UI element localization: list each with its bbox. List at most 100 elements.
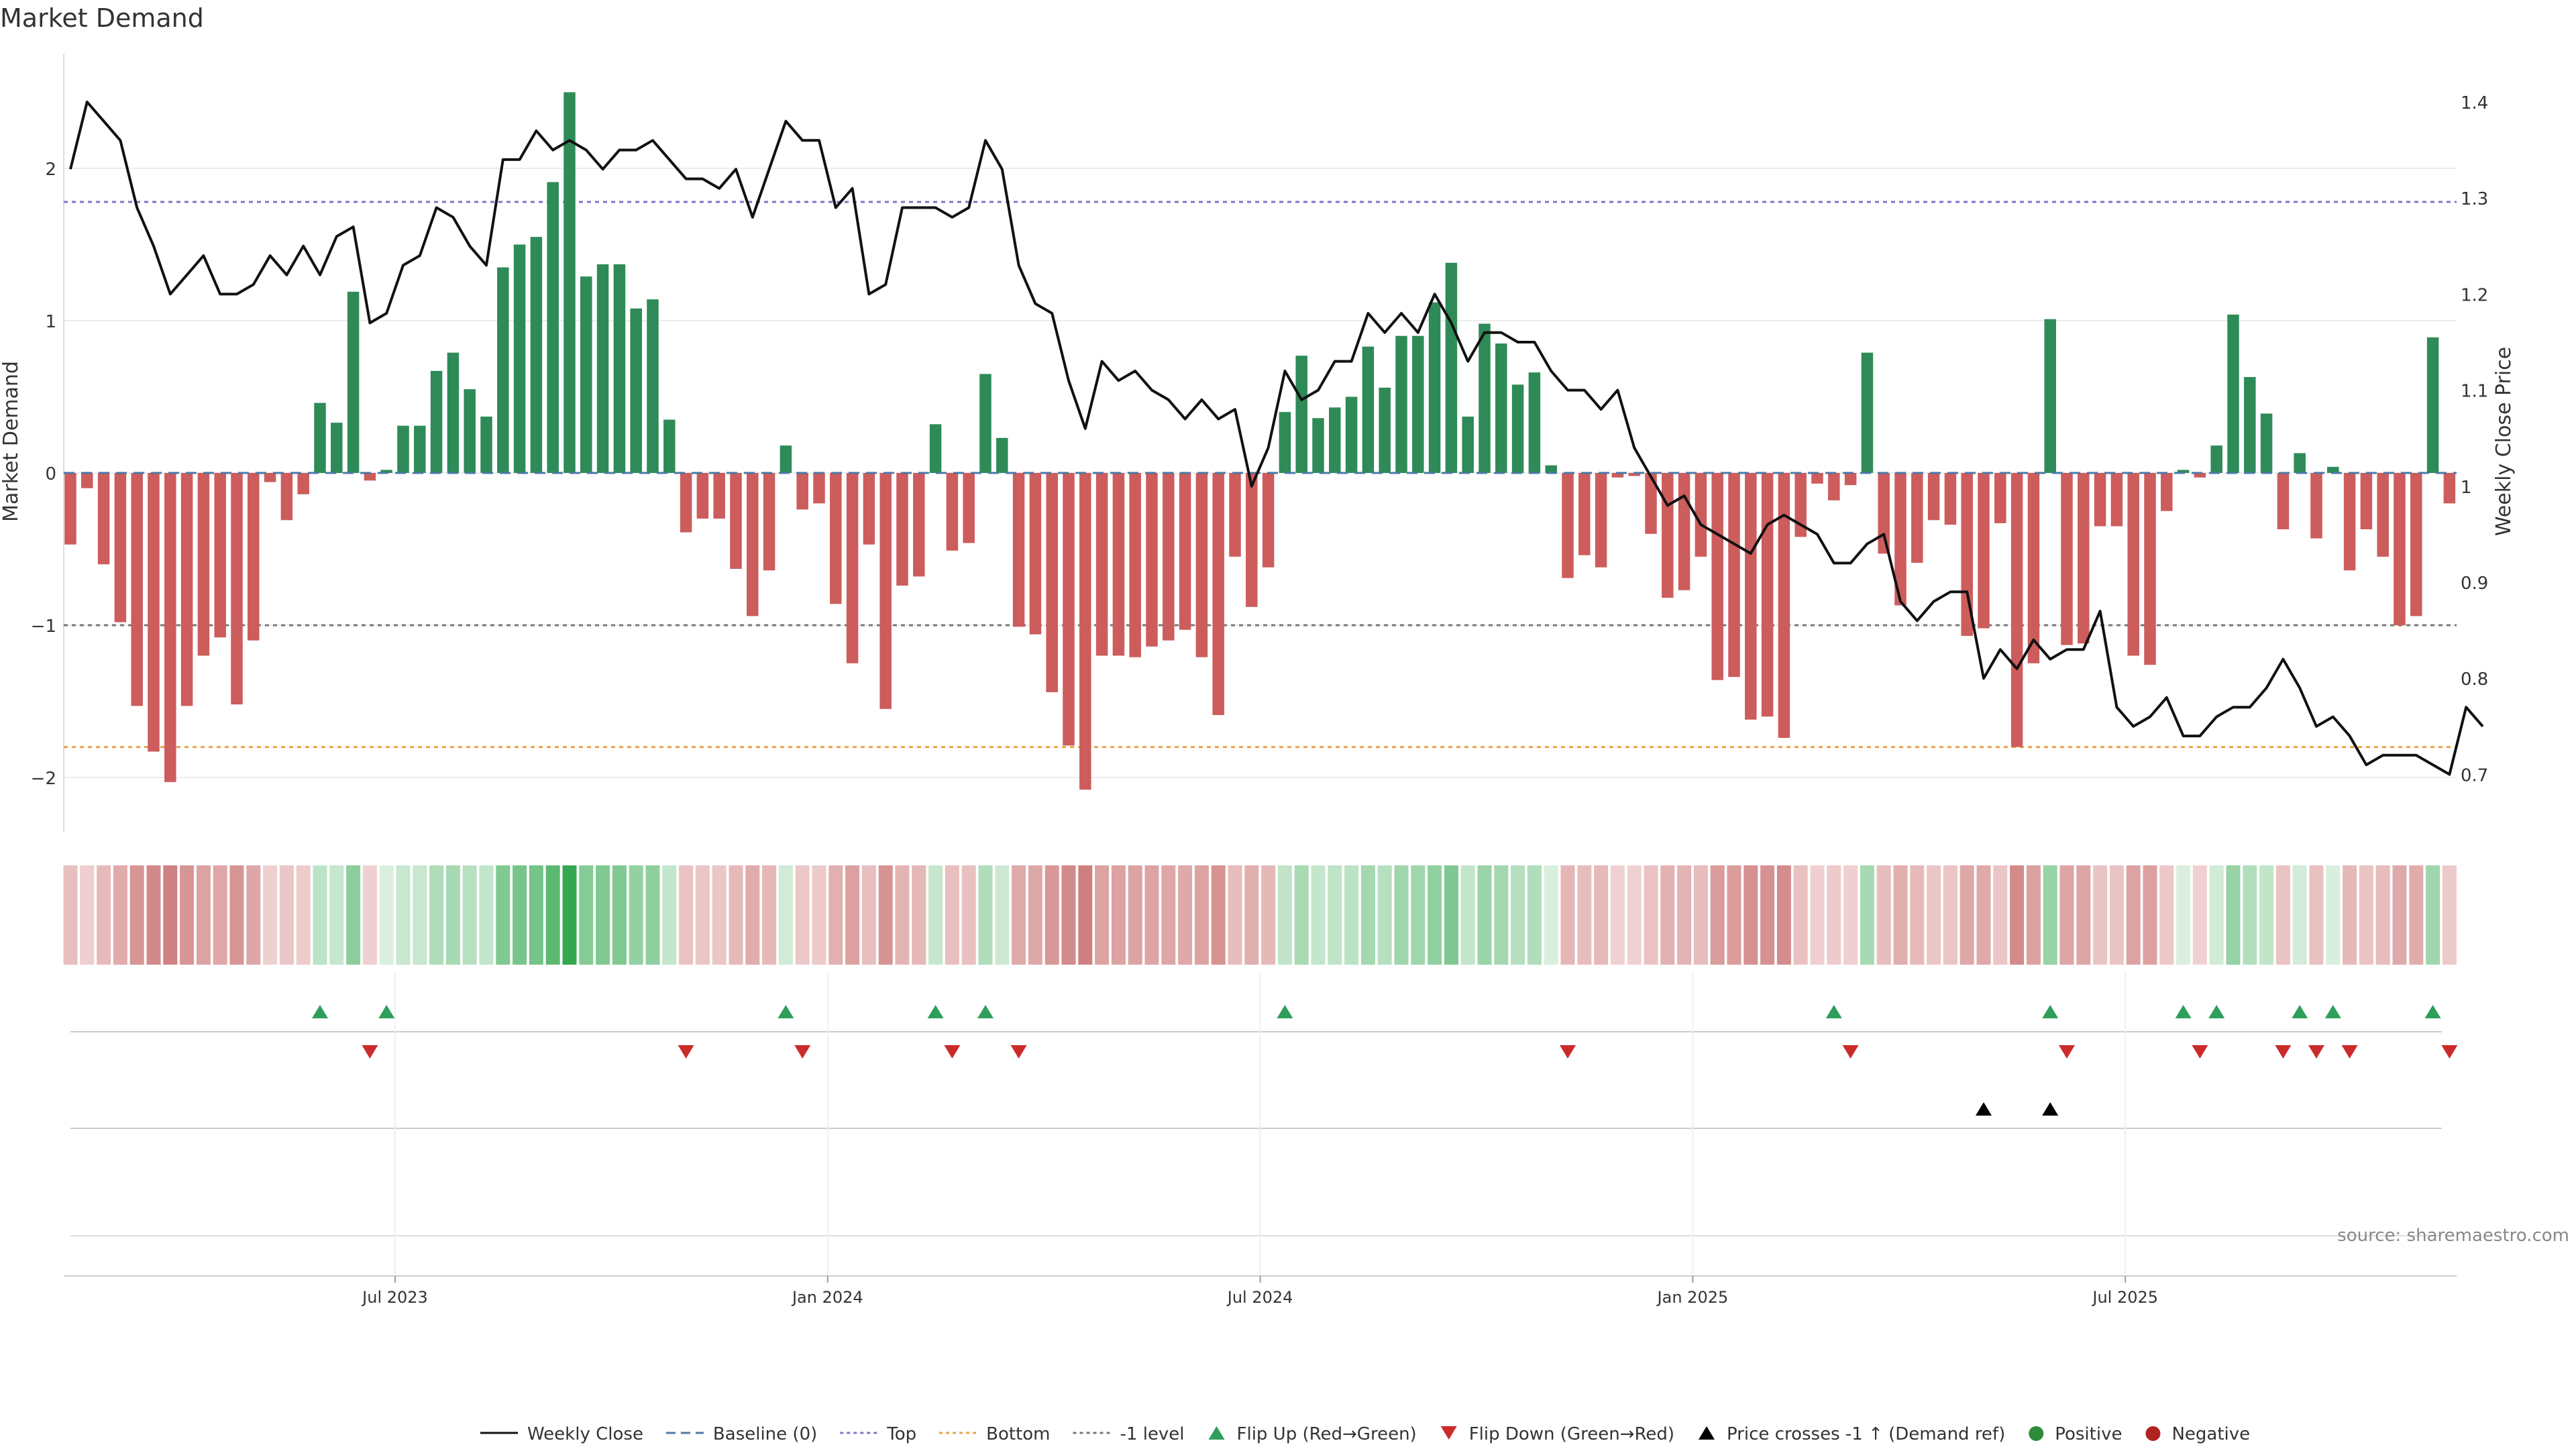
demand-bar [2027, 473, 2040, 663]
legend: Weekly Close Baseline (0) Top Bottom -1 leve… [480, 1424, 2250, 1444]
heat-cell [2043, 865, 2057, 965]
heat-cell [1144, 865, 1159, 965]
flip-down-marker [2308, 1045, 2324, 1059]
demand-bar [480, 417, 492, 473]
heat-cell [695, 865, 710, 965]
demand-bar [81, 473, 93, 488]
demand-bar [946, 473, 959, 551]
demand-bar [1445, 262, 1458, 473]
demand-bar [979, 374, 991, 473]
demand-bar [846, 473, 859, 663]
heat-cell [1012, 865, 1026, 965]
heat-cell [1677, 865, 1692, 965]
x-axis-date-ticks: Jul 2023 Jan 2024 Jul 2024 Jan 2025 Jul 2025 [64, 973, 2457, 1307]
demand-bar [297, 473, 309, 494]
flip-up-marker [1825, 1005, 1842, 1018]
flip-down-marker [678, 1045, 694, 1059]
legend-label: -1 level [1120, 1424, 1185, 1444]
legend-swatch [2145, 1426, 2161, 1441]
demand-bar [1878, 473, 1890, 554]
heat-cell [1793, 865, 1808, 965]
heat-cell [163, 865, 178, 965]
legend-item: Price crosses -1 ↑ (Demand ref) [1699, 1424, 2005, 1444]
x-tick-label: Jul 2024 [1226, 1288, 1293, 1307]
demand-bar [1578, 473, 1591, 555]
heat-cell [1194, 865, 1209, 965]
heat-cell [362, 865, 377, 965]
flip-up-marker [927, 1005, 944, 1018]
heat-cell [413, 865, 427, 965]
demand-bar [1229, 473, 1241, 557]
heat-cell [1428, 865, 1442, 965]
demand-bar [1695, 473, 1707, 557]
heat-cell [729, 865, 743, 965]
heat-cell [2209, 865, 2224, 965]
heat-cell [1128, 865, 1142, 965]
heat-cell [861, 865, 876, 965]
heat-cell [1161, 865, 1176, 965]
heat-cell [1627, 865, 1642, 965]
legend-swatch [1208, 1426, 1225, 1440]
demand-bar [2061, 473, 2073, 645]
heat-cell [2392, 865, 2407, 965]
legend-item: Weekly Close [480, 1424, 643, 1444]
x-tick-label: Jul 2025 [2091, 1288, 2158, 1307]
heat-cell [2159, 865, 2174, 965]
demand-bar [780, 445, 792, 473]
y2-tick-label: 1 [2461, 478, 2472, 498]
heat-cell [1943, 865, 1957, 965]
heat-cell [1311, 865, 1326, 965]
demand-bar [131, 473, 143, 706]
heat-cell [2109, 865, 2124, 965]
demand-bar [380, 470, 392, 473]
demand-bar [164, 473, 176, 782]
demand-bar [1678, 473, 1690, 590]
demand-bar [397, 425, 409, 473]
demand-bar [2161, 473, 2173, 511]
legend-swatch [1440, 1426, 1457, 1440]
heat-cell [529, 865, 543, 965]
heat-cell [2426, 865, 2440, 965]
flip-up-marker [777, 1005, 794, 1018]
legend-label: Flip Down (Green→Red) [1469, 1424, 1674, 1444]
heat-cell [2026, 865, 2041, 965]
y-tick-label: −1 [31, 616, 56, 637]
demand-bar [2360, 473, 2373, 529]
heat-cell [229, 865, 244, 965]
demand-bar [331, 423, 343, 473]
legend-label: Negative [2171, 1424, 2250, 1444]
demand-bar [364, 473, 376, 481]
demand-bar [1146, 473, 1158, 647]
demand-bar [1129, 473, 1141, 657]
heat-cell [562, 865, 577, 965]
heat-cell [2442, 865, 2457, 965]
demand-bar [2094, 473, 2106, 527]
demand-bar [1927, 473, 1940, 521]
heat-cell [1560, 865, 1575, 965]
heat-cell [912, 865, 926, 965]
heat-cell [545, 865, 560, 965]
demand-bar [2244, 376, 2256, 473]
heat-cell [1843, 865, 1858, 965]
y-axis-ticks: 2 1 0 −1 −2 [31, 160, 56, 789]
heat-cell [1693, 865, 1708, 965]
demand-bar [630, 308, 642, 473]
heat-cell [2259, 865, 2274, 965]
heat-cell [513, 865, 527, 965]
legend-item: Flip Down (Green→Red) [1440, 1424, 1674, 1444]
flip-down-marker [1010, 1045, 1027, 1059]
heat-cell [1743, 865, 1758, 965]
demand-bar [1745, 473, 1757, 720]
demand-bar [2310, 473, 2322, 539]
heat-cell [1244, 865, 1259, 965]
demand-bar [2127, 473, 2139, 656]
demand-bar [1961, 473, 1973, 636]
heat-cell [1960, 865, 1974, 965]
heat-cell [1377, 865, 1392, 965]
heat-cell [1394, 865, 1409, 965]
demand-bar [763, 473, 775, 571]
y2-tick-label: 1.1 [2461, 382, 2488, 402]
flip-down-marker [1560, 1045, 1576, 1059]
demand-bar [647, 299, 659, 473]
